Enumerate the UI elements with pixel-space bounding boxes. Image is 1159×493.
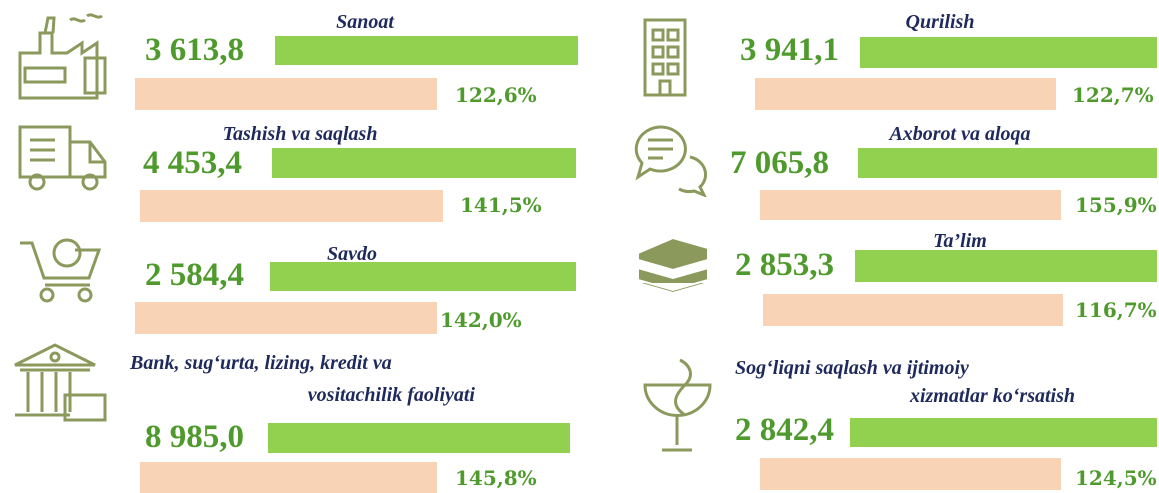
percent: 142,0% [440,308,522,332]
sector-title: Axborot va aloqa [889,123,1031,145]
sector-title: vositachilik faoliyati [307,384,475,406]
cart-icon [20,238,102,303]
health-icon [643,358,712,452]
peach-bar [135,302,437,334]
sector-title: Bank, sug‘urta, lizing, kredit va [130,352,392,374]
green-bar [850,418,1157,447]
sector-title: Sanoat [336,11,394,33]
green-bar [855,250,1157,282]
value: 8 985,0 [145,419,244,455]
green-bar [858,148,1157,178]
sector-title: Ta’lim [933,230,987,252]
value: 4 453,4 [143,145,242,181]
green-bar [268,423,570,453]
value: 2 584,4 [145,257,244,293]
green-bar [275,36,578,65]
percent: 145,8% [455,466,537,490]
percent: 155,9% [1075,193,1157,217]
peach-bar [755,78,1056,110]
bank-icon [14,343,107,422]
percent: 124,5% [1075,466,1157,490]
percent: 122,6% [455,83,537,107]
percent: 122,7% [1072,83,1154,107]
value: 3 941,1 [740,32,839,68]
sector-title: Sog‘liqni saqlash va ijtimoiy [735,357,969,379]
percent: 116,7% [1075,298,1157,322]
value: 7 065,8 [730,145,829,181]
peach-bar [760,458,1061,490]
value: 2 853,3 [735,247,834,283]
factory-icon [18,13,107,100]
peach-bar [140,190,443,222]
truck-icon [18,125,107,191]
building-icon [643,18,687,97]
sector-title: Savdo [327,243,377,265]
peach-bar [763,294,1063,326]
green-bar [270,262,576,291]
books-icon [637,236,709,295]
percent: 141,5% [460,193,542,217]
peach-bar [760,190,1061,220]
green-bar [860,37,1157,68]
chat-icon [634,125,708,197]
peach-bar [140,462,437,493]
green-bar [272,148,576,178]
value: 2 842,4 [735,412,834,448]
sector-title: Tashish va saqlash [222,123,378,145]
sector-title: Qurilish [905,11,975,33]
value: 3 613,8 [145,32,244,68]
peach-bar [135,78,437,110]
sector-title: xizmatlar ko‘rsatish [909,385,1075,407]
